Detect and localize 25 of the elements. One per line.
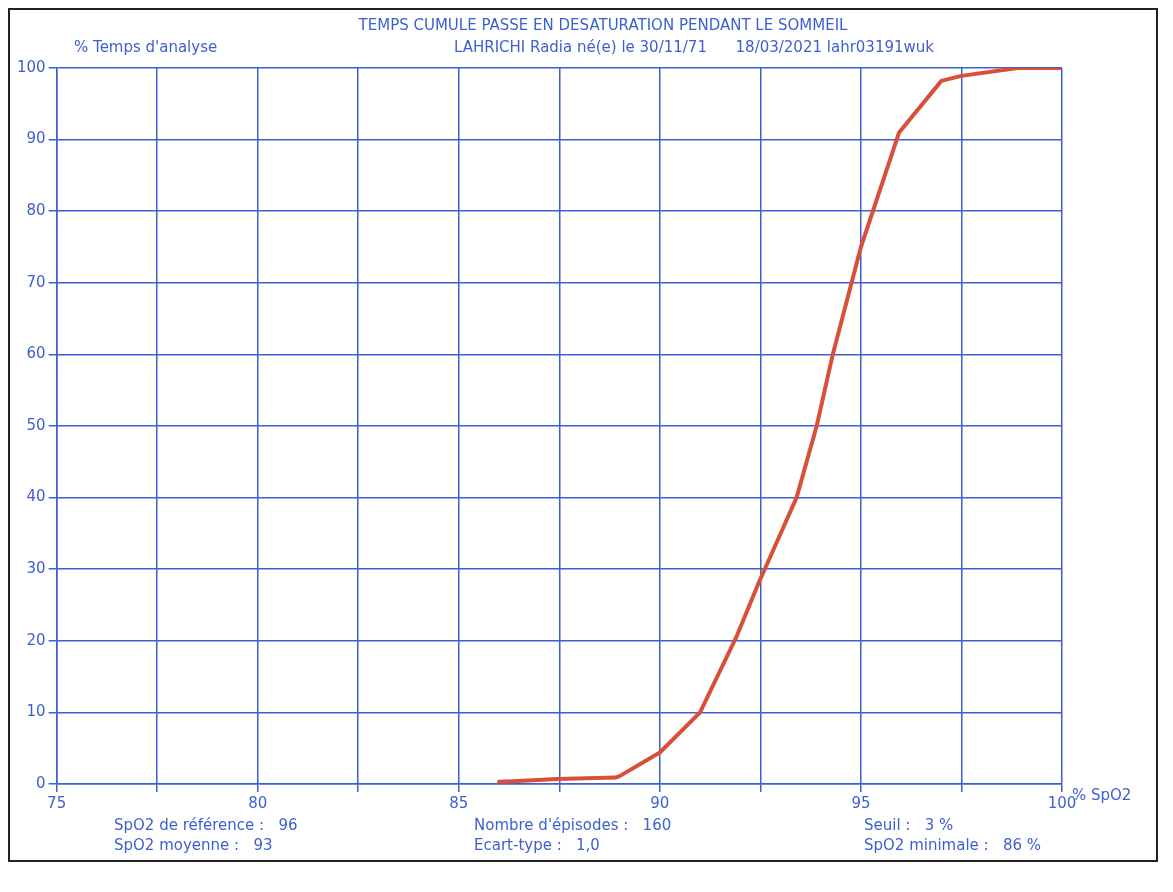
x-tick-label: 90 xyxy=(650,793,670,812)
x-tick-label: 95 xyxy=(851,793,871,812)
text: SpO2 de référence : 96 xyxy=(114,816,299,834)
y-tick-label: 90 xyxy=(26,129,46,148)
y-tick-label: 60 xyxy=(26,344,46,363)
y-tick-label: 10 xyxy=(26,702,46,721)
y-axis-title: % Temps d'analyse xyxy=(73,38,219,56)
text: Nombre d'épisodes : 160 xyxy=(474,816,673,834)
y-tick-label: 70 xyxy=(26,272,46,291)
y-tick-label: 80 xyxy=(26,201,46,220)
y-tick-label: 30 xyxy=(26,559,46,578)
x-tick-label: 75 xyxy=(47,793,67,812)
y-tick-label: 0 xyxy=(36,773,46,792)
x-tick-label: 80 xyxy=(248,793,268,812)
x-tick-label: 85 xyxy=(449,793,469,812)
y-tick-label: 40 xyxy=(26,487,46,506)
chart-title: TEMPS CUMULE PASSE EN DESATURATION PENDANT LE SOMMEIL xyxy=(357,16,849,34)
y-tick-label: 50 xyxy=(26,415,46,434)
text: SpO2 minimale : 86 % xyxy=(864,836,1043,854)
y-tick-label: 20 xyxy=(26,630,46,649)
text: SpO2 moyenne : 93 xyxy=(114,836,274,854)
chart-subtitle: LAHRICHI Radia né(e) le 30/11/71 18/03/2021 lahr03191wuk xyxy=(454,38,934,56)
text: Ecart-type : 1,0 xyxy=(474,836,601,854)
y-tick-label: 100 xyxy=(16,57,46,76)
text: Seuil : 3 % xyxy=(864,816,955,834)
